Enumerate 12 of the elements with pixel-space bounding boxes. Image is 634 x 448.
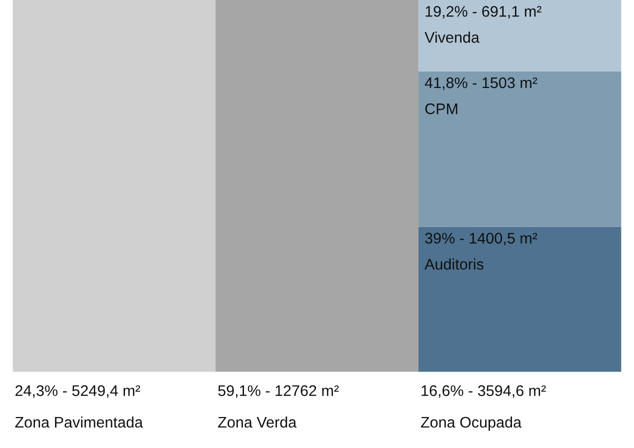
series-label: CPM [425,103,458,114]
data-label: 19,2% - 691,1 m² [426,6,542,19]
series-label: Auditoris [424,258,484,270]
data-label: 41,8% - 1503 m² [424,77,538,90]
data-label: 39% - 1400,5 m² [425,232,538,246]
series-label: Vivenda [424,32,480,43]
text: 16,6% - 3594,6 m² [422,385,546,398]
data-label: 59,1% - 12762 m² [218,385,339,398]
category-label: Zona Verda [218,416,297,428]
category-label: Zona Ocupada [420,416,522,431]
data-label: 24,3% - 5249,4 m² [15,385,140,398]
category-label: Zona Pavimentada [15,416,143,428]
